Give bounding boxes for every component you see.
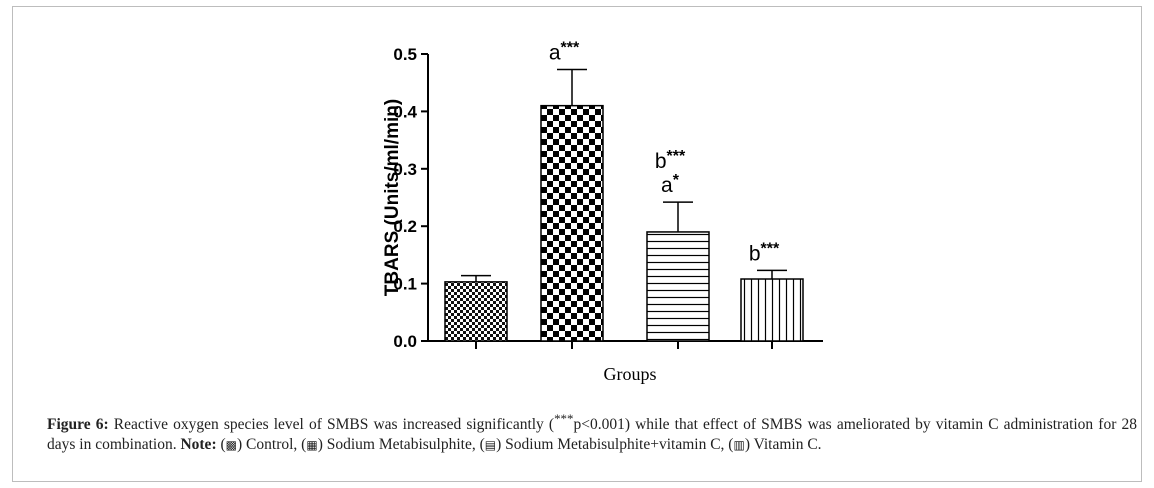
legend-vitc: Vitamin C. <box>753 436 822 454</box>
y-tick-label: 0.0 <box>393 332 417 351</box>
significance-label: a*** <box>549 39 580 64</box>
caption-text-1: Reactive oxygen species level of SMBS wa… <box>108 416 555 434</box>
smbs-pattern-icon: ▦ <box>306 438 318 453</box>
vitc-pattern-icon: ▥ <box>733 438 745 453</box>
caption-sig: *** <box>554 411 574 426</box>
bar-1 <box>444 281 508 342</box>
legend-smbs: Sodium Metabisulphite <box>326 436 472 454</box>
bar-3 <box>646 231 710 342</box>
figure-frame: 0.0 0.1 0.2 0.3 0.4 0.5 TBARS (Units/ml/min) Gr… <box>12 6 1142 482</box>
figure-caption: Figure 6: Reactive oxygen species level … <box>47 411 1137 454</box>
control-pattern-icon: ▩ <box>225 438 237 453</box>
caption-note-label: Note: <box>180 436 217 454</box>
significance-label: b*** <box>749 240 780 265</box>
y-axis-label: TBARS (Units/ml/min) <box>382 99 403 296</box>
caption-label: Figure 6: <box>47 416 109 434</box>
x-axis-label: Groups <box>604 364 657 384</box>
y-tick-label: 0.3 <box>393 160 417 179</box>
legend-smbs-vitc: Sodium Metabisulphite+vitamin C <box>505 436 721 454</box>
smbs-vitc-pattern-icon: ▤ <box>484 438 497 453</box>
significance-label: a* <box>661 172 680 197</box>
y-tick-label: 0.4 <box>393 102 417 121</box>
y-tick-label: 0.2 <box>393 217 417 236</box>
bar-2 <box>540 104 604 342</box>
bar-4 <box>740 278 804 342</box>
y-tick-label: 0.5 <box>393 45 417 64</box>
bar-chart: 0.0 0.1 0.2 0.3 0.4 0.5 TBARS (Units/ml/min) Gr… <box>382 39 823 384</box>
legend-control: Control <box>246 436 294 454</box>
caption-text-2: p<0.001) while that effect of SMBS was a… <box>47 416 1137 454</box>
significance-label: b*** <box>655 148 686 173</box>
y-tick-label: 0.1 <box>393 275 417 294</box>
